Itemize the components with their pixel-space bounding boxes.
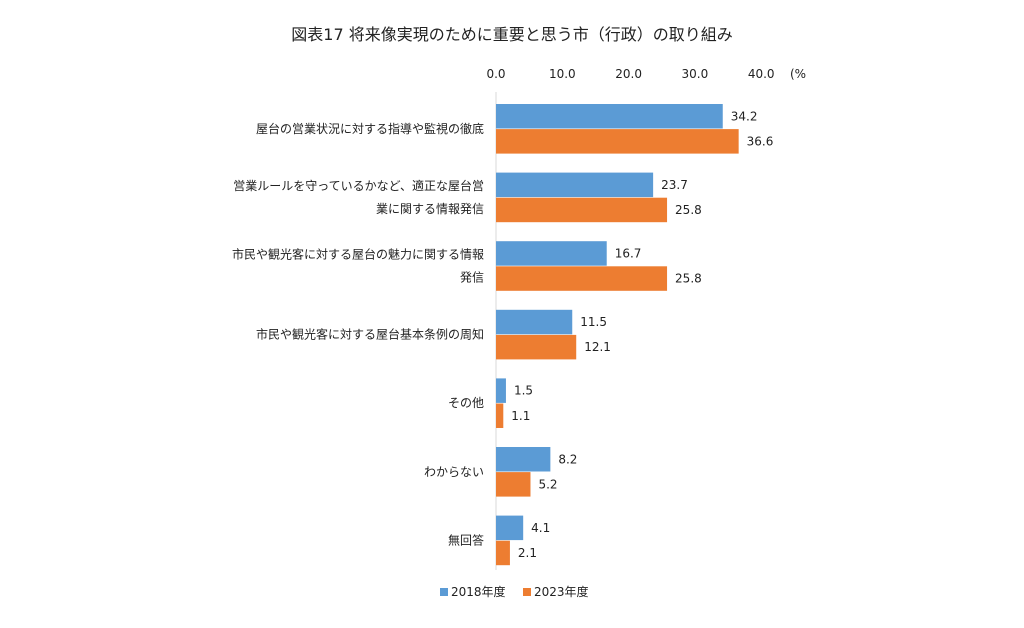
x-axis-ticks: 0.0 10.0 20.0 30.0 40.0	[486, 67, 774, 81]
legend-swatch	[440, 588, 448, 596]
value-label: 25.8	[675, 203, 702, 217]
value-label: 25.8	[675, 272, 702, 286]
x-tick-label: 10.0	[549, 67, 576, 81]
bar-2023年度-4	[496, 403, 504, 428]
value-label: 2.1	[518, 546, 537, 560]
bar-2018年度-6	[496, 515, 524, 541]
bar-2023年度-3	[496, 334, 577, 360]
value-label: 12.1	[584, 340, 611, 354]
category-label: 業に関する情報発信	[376, 202, 484, 216]
category-label: 発信	[460, 271, 484, 285]
bar-2023年度-2	[496, 266, 668, 291]
value-label: 16.7	[615, 246, 642, 260]
category-label: 営業ルールを守っているかなど、適正な屋台営	[233, 178, 484, 193]
value-label: 34.2	[731, 109, 758, 123]
legend-swatch	[523, 588, 531, 596]
category-label: 市民や観光客に対する屋台の魅力に関する情報	[232, 247, 484, 262]
category-labels: 屋台の営業状況に対する指導や監視の徹底営業ルールを守っているかなど、適正な屋台営…	[232, 121, 484, 548]
bar-2023年度-0	[496, 129, 739, 154]
value-label: 4.1	[531, 521, 550, 535]
bar-2023年度-1	[496, 197, 668, 223]
x-tick-label: 30.0	[682, 67, 709, 81]
bar-2023年度-6	[496, 540, 510, 566]
value-label: 23.7	[661, 178, 688, 192]
value-label: 1.5	[514, 384, 533, 398]
category-label: 屋台の営業状況に対する指導や監視の徹底	[256, 121, 484, 136]
legend-label: 2023年度	[534, 584, 589, 599]
category-label: 無回答	[448, 532, 484, 547]
value-label: 36.6	[747, 134, 774, 148]
value-label: 5.2	[538, 477, 557, 491]
bar-2018年度-4	[496, 378, 506, 403]
category-label: その他	[448, 396, 484, 410]
legend: 2018年度 2023年度	[440, 584, 589, 599]
x-tick-label: 40.0	[748, 67, 775, 81]
legend-label: 2018年度	[451, 584, 506, 599]
category-label: わからない	[424, 465, 484, 479]
value-labels: 34.2 23.7 16.7 11.5 1.5 8.2 4.1 36.6 25.8 25.8 12.…	[511, 109, 773, 560]
x-tick-label: 0.0	[486, 67, 505, 81]
bar-2018年度-0	[496, 104, 723, 129]
category-label: 市民や観光客に対する屋台基本条例の周知	[256, 327, 484, 342]
bar-2018年度-2	[496, 241, 607, 266]
bar-2018年度-3	[496, 309, 573, 335]
bar-2023年度-5	[496, 472, 531, 497]
value-label: 11.5	[580, 315, 607, 329]
x-axis-unit-label: (%	[790, 67, 806, 81]
value-label: 8.2	[558, 452, 577, 466]
chart-title: 図表17 将来像実現のために重要と思う市（行政）の取り組み	[291, 25, 732, 44]
value-label: 1.1	[511, 409, 530, 423]
bars	[496, 104, 739, 566]
x-tick-label: 20.0	[615, 67, 642, 81]
bar-2018年度-5	[496, 447, 551, 472]
bar-2018年度-1	[496, 172, 654, 198]
